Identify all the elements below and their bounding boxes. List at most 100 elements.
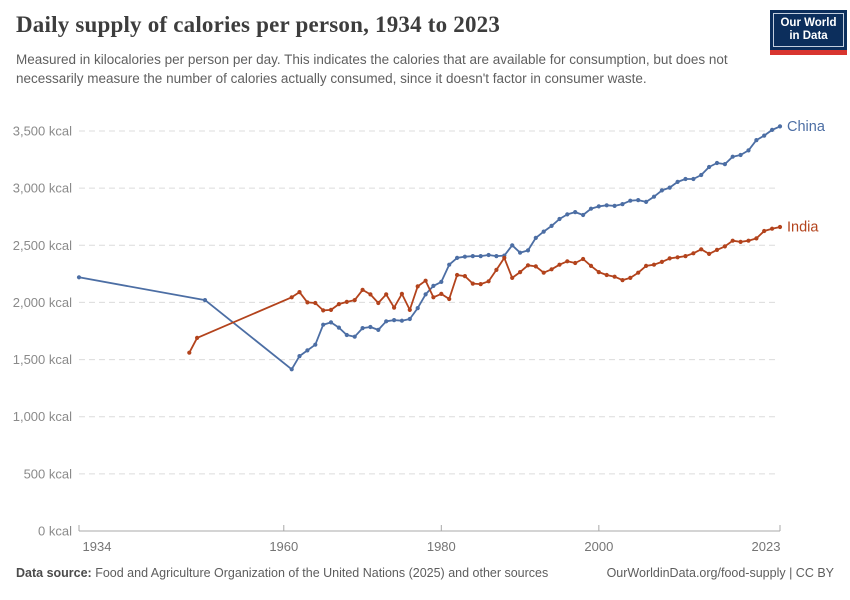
data-point-india-1993[interactable]	[541, 270, 546, 275]
data-point-china-1964[interactable]	[313, 342, 318, 347]
data-point-india-1964[interactable]	[313, 300, 318, 306]
data-point-india-1997[interactable]	[573, 260, 578, 266]
data-point-india-2007[interactable]	[651, 262, 657, 267]
data-point-india-2018[interactable]	[738, 239, 743, 244]
data-point-india-2012[interactable]	[691, 251, 696, 256]
data-point-china-2012[interactable]	[691, 176, 696, 182]
data-point-china-2022[interactable]	[770, 127, 775, 132]
data-point-china-1985[interactable]	[478, 254, 483, 259]
data-point-china-1961[interactable]	[289, 367, 294, 372]
data-point-india-1973[interactable]	[384, 292, 389, 297]
data-point-india-2001[interactable]	[604, 272, 609, 278]
series-line-china[interactable]	[78, 125, 781, 371]
data-point-china-2011[interactable]	[683, 176, 688, 182]
owid-logo[interactable]: Our World in Data	[770, 10, 847, 55]
data-point-china-1962[interactable]	[297, 354, 302, 359]
data-point-china-2008[interactable]	[659, 188, 665, 193]
data-point-india-2003[interactable]	[620, 278, 625, 283]
data-point-india-1999[interactable]	[588, 263, 594, 268]
data-point-china-2020[interactable]	[754, 138, 759, 143]
data-point-india-2010[interactable]	[675, 255, 680, 260]
data-point-china-1984[interactable]	[470, 254, 475, 259]
data-point-india-1978[interactable]	[423, 278, 428, 283]
data-point-india-1971[interactable]	[368, 292, 373, 297]
data-point-india-1969[interactable]	[352, 298, 357, 303]
data-point-china-2015[interactable]	[714, 160, 720, 166]
data-point-india-1995[interactable]	[557, 262, 562, 267]
data-point-india-2019[interactable]	[746, 238, 751, 243]
data-point-china-1963[interactable]	[305, 348, 310, 353]
data-point-india-1998[interactable]	[581, 256, 586, 262]
data-point-china-2003[interactable]	[620, 202, 625, 207]
data-point-china-1974[interactable]	[392, 318, 397, 323]
data-point-china-1973[interactable]	[384, 319, 389, 324]
data-point-china-2006[interactable]	[644, 199, 649, 204]
data-point-china-2018[interactable]	[738, 152, 743, 158]
data-point-china-2007[interactable]	[651, 194, 657, 199]
data-point-india-1990[interactable]	[518, 270, 523, 275]
data-point-india-1980[interactable]	[439, 291, 444, 296]
data-point-india-2004[interactable]	[628, 275, 633, 280]
data-point-china-1976[interactable]	[407, 316, 412, 322]
data-point-india-1991[interactable]	[525, 263, 531, 268]
data-point-china-2005[interactable]	[636, 198, 641, 203]
data-point-india-1970[interactable]	[360, 287, 365, 292]
data-point-china-1991[interactable]	[525, 248, 531, 253]
data-point-china-1975[interactable]	[399, 318, 404, 323]
data-point-china-1989[interactable]	[510, 243, 515, 248]
data-point-india-1994[interactable]	[549, 267, 554, 272]
data-point-india-2023[interactable]	[777, 224, 783, 230]
data-point-china-2004[interactable]	[628, 198, 633, 203]
data-point-china-1950[interactable]	[202, 298, 208, 303]
owid-cc-link[interactable]: OurWorldinData.org/food-supply | CC BY	[606, 566, 834, 580]
data-point-china-1972[interactable]	[376, 327, 381, 332]
data-point-india-2014[interactable]	[707, 251, 712, 256]
data-point-china-1986[interactable]	[486, 252, 491, 258]
data-point-india-2000[interactable]	[596, 270, 601, 275]
data-point-india-1984[interactable]	[470, 281, 475, 286]
data-point-china-1994[interactable]	[549, 223, 554, 228]
data-point-china-1992[interactable]	[533, 235, 538, 240]
data-point-india-2015[interactable]	[714, 247, 720, 252]
data-point-china-2009[interactable]	[667, 185, 672, 190]
data-point-china-1983[interactable]	[462, 254, 467, 259]
data-point-india-1981[interactable]	[447, 296, 452, 302]
data-point-india-1982[interactable]	[455, 272, 460, 278]
data-point-india-1979[interactable]	[431, 295, 436, 300]
data-point-india-2017[interactable]	[730, 238, 735, 243]
data-point-india-2002[interactable]	[612, 274, 617, 279]
series-line-india[interactable]	[188, 226, 781, 354]
data-point-china-1971[interactable]	[368, 324, 373, 330]
data-point-india-1989[interactable]	[510, 275, 515, 280]
data-point-china-1978[interactable]	[423, 292, 428, 297]
data-point-india-2011[interactable]	[683, 254, 688, 259]
data-point-china-2023[interactable]	[777, 124, 783, 129]
data-point-india-1977[interactable]	[415, 284, 420, 289]
data-point-india-1963[interactable]	[305, 300, 310, 305]
data-point-india-2020[interactable]	[754, 236, 759, 241]
data-point-india-2021[interactable]	[762, 228, 767, 234]
data-point-china-1967[interactable]	[336, 325, 341, 330]
data-point-india-1987[interactable]	[494, 267, 499, 272]
series-label-india[interactable]: India	[787, 220, 819, 236]
data-point-china-1966[interactable]	[328, 320, 334, 325]
data-point-china-1987[interactable]	[494, 254, 499, 259]
data-point-india-1949[interactable]	[195, 335, 200, 340]
data-point-china-2013[interactable]	[699, 172, 704, 178]
data-point-india-2008[interactable]	[659, 259, 665, 264]
data-point-china-2014[interactable]	[707, 164, 712, 170]
data-point-india-1976[interactable]	[407, 307, 412, 312]
data-point-india-1968[interactable]	[344, 299, 349, 304]
data-point-china-1999[interactable]	[588, 206, 594, 211]
data-point-china-1996[interactable]	[565, 212, 570, 217]
data-point-india-1988[interactable]	[502, 255, 507, 260]
data-point-india-1986[interactable]	[486, 279, 491, 284]
data-point-india-1962[interactable]	[297, 290, 302, 295]
data-point-india-2005[interactable]	[636, 270, 641, 275]
data-point-india-1961[interactable]	[289, 295, 294, 300]
data-point-china-1993[interactable]	[541, 229, 546, 234]
data-point-china-1990[interactable]	[518, 250, 523, 255]
data-point-china-1968[interactable]	[344, 332, 349, 338]
data-point-china-1981[interactable]	[447, 262, 452, 267]
